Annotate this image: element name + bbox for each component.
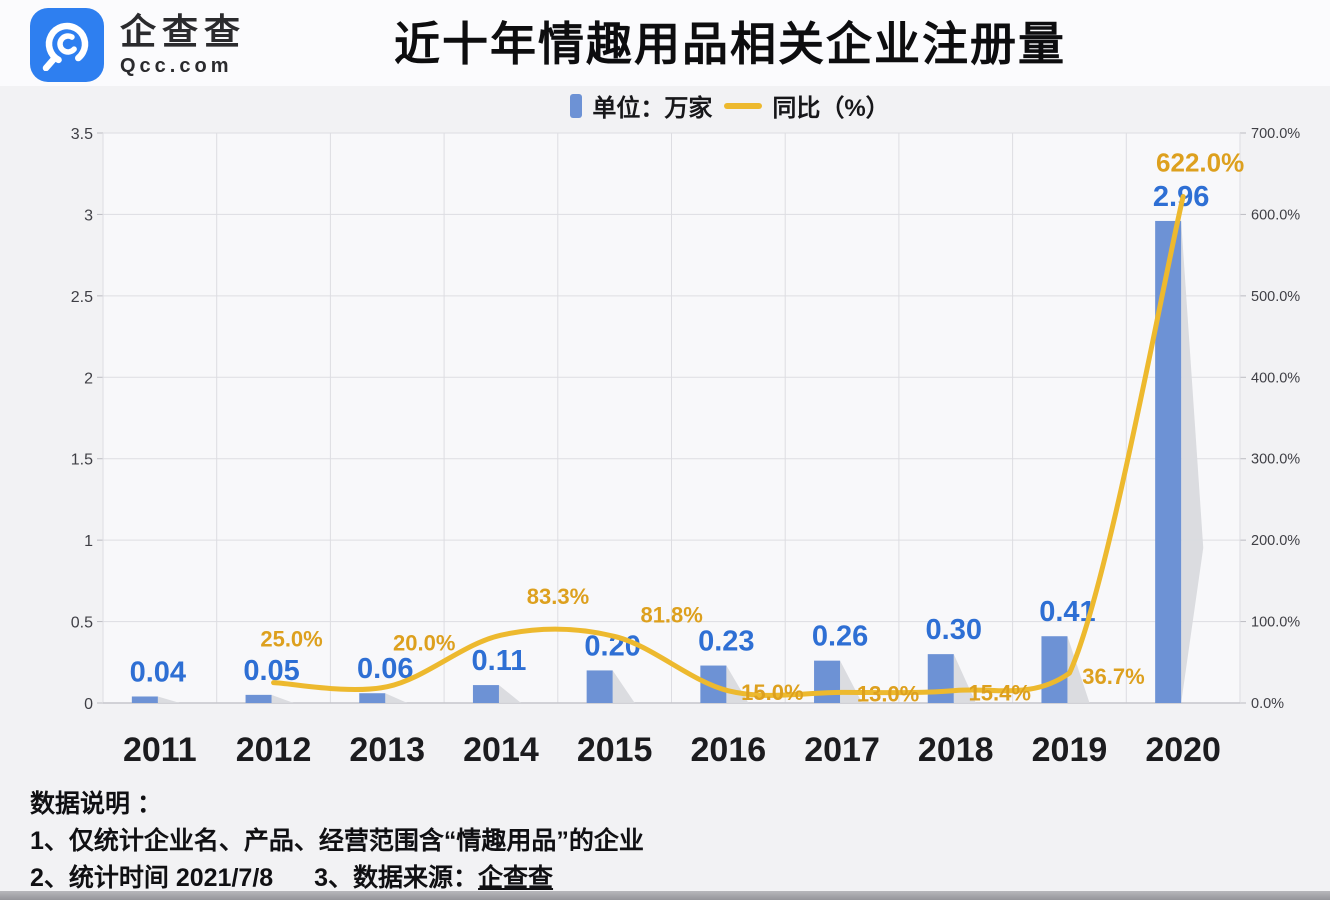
note-2-source-label: 3、数据来源： — [314, 864, 479, 892]
bar-2019 — [1041, 636, 1068, 703]
x-axis-label-2011: 2011 — [123, 731, 197, 769]
x-axis-label-2013: 2013 — [349, 731, 425, 769]
x-axis-label-2012: 2012 — [236, 731, 312, 769]
line-label-2014: 83.3% — [527, 584, 589, 609]
line-label-2012: 25.0% — [260, 627, 322, 652]
y2-axis-label: 700.0% — [1251, 126, 1300, 142]
line-label-2016: 15.0% — [741, 680, 803, 705]
line-label-2017: 13.0% — [857, 681, 919, 706]
y2-axis-label: 600.0% — [1251, 207, 1300, 223]
y-axis-label: 0 — [84, 696, 93, 713]
yoy-line — [271, 194, 1186, 698]
x-axis-label-2014: 2014 — [463, 731, 539, 769]
legend-bar-label: 单位：万家 — [592, 95, 713, 122]
note-2: 2、统计时间 2021/7/8 3、数据来源：企查查 — [30, 860, 644, 897]
qcc-logo-icon — [30, 8, 104, 82]
bar-label-2014: 0.11 — [472, 645, 527, 677]
bar-label-2016: 0.23 — [698, 626, 754, 658]
bar-2017 — [814, 660, 841, 703]
x-axis-label-2016: 2016 — [691, 731, 767, 769]
bar-shadow-2013 — [385, 693, 408, 703]
line-label-2019: 36.7% — [1082, 664, 1144, 689]
x-axis-label-2019: 2019 — [1032, 731, 1108, 769]
bar-shadow-2014 — [498, 685, 522, 703]
bar-2011 — [131, 696, 158, 703]
y-axis-label: 0.5 — [71, 615, 93, 632]
x-axis-label-2015: 2015 — [577, 731, 653, 769]
bar-label-2011: 0.04 — [130, 656, 186, 688]
y-axis-label: 1 — [84, 533, 93, 550]
qcc-logo: 企查查 Qcc.com — [30, 8, 246, 82]
bar-2012 — [245, 694, 272, 703]
y-axis-label: 3.5 — [71, 126, 93, 143]
line-label-2015: 81.8% — [640, 602, 702, 627]
y2-axis-label: 400.0% — [1251, 370, 1300, 386]
y2-axis-label: 200.0% — [1251, 533, 1300, 549]
line-label-2020: 622.0% — [1156, 148, 1244, 178]
registrations-chart: 0 0.0% 0.5 100.0% 1 200.0% 1.5 300.0% 2 400.0% 2.5… — [71, 126, 1301, 769]
x-axis-label-2020: 2020 — [1145, 731, 1221, 769]
bar-label-2018: 0.30 — [926, 614, 982, 646]
bar-shadow-2020 — [1181, 220, 1204, 703]
y-axis-label: 2.5 — [71, 289, 93, 306]
notes-heading: 数据说明 ： — [30, 790, 162, 818]
note-2-time: 2、统计时间 2021/7/8 — [30, 864, 274, 892]
legend-line-label: 同比（%） — [772, 95, 890, 122]
y2-axis-label: 100.0% — [1251, 615, 1300, 631]
qcc-swirl-icon — [42, 22, 89, 71]
y2-axis-label: 300.0% — [1251, 452, 1300, 468]
brand-name: 企查查 — [120, 11, 247, 52]
bar-2013 — [359, 693, 386, 703]
bar-2015 — [586, 670, 613, 703]
y2-axis-label: 0.0% — [1251, 696, 1284, 712]
note-2-source: 企查查 — [478, 864, 554, 892]
bar-2018 — [927, 654, 954, 703]
bar-shadow-2019 — [1067, 636, 1090, 703]
y-axis-label: 1.5 — [71, 452, 93, 469]
bar-2014 — [472, 685, 499, 703]
y-axis-label: 3 — [84, 207, 93, 224]
bottom-strip — [0, 891, 1330, 900]
line-swatch-icon — [724, 102, 763, 109]
y2-axis-label: 500.0% — [1251, 289, 1300, 305]
bar-shadow-2012 — [271, 694, 294, 703]
brand-domain: Qcc.com — [120, 55, 233, 77]
y-axis-label: 2 — [84, 370, 93, 387]
line-label-2018: 15.4% — [969, 680, 1031, 705]
line-label-2013: 20.0% — [393, 631, 455, 656]
header-band — [0, 0, 1330, 86]
note-1: 1、仅统计企业名、产品、经营范围含“情趣用品”的企业 — [30, 827, 644, 855]
legend-item-bar: 单位：万家 — [570, 88, 712, 123]
bar-shadow-2011 — [157, 696, 180, 703]
bar-shadow-2015 — [612, 670, 635, 703]
legend-item-line: 同比（%） — [724, 88, 890, 123]
chart-legend: 单位：万家 同比（%） — [130, 88, 1330, 123]
chart-title: 近十年情趣用品相关企业注册量 — [394, 18, 1066, 70]
x-axis-label-2018: 2018 — [918, 731, 994, 769]
data-notes: 数据说明 ： 1、仅统计企业名、产品、经营范围含“情趣用品”的企业 2、统计时间… — [30, 786, 644, 897]
bar-label-2017: 0.26 — [812, 621, 868, 653]
x-axis-label-2017: 2017 — [804, 731, 880, 769]
bar-2020 — [1155, 220, 1182, 703]
bar-swatch-icon — [570, 93, 583, 118]
